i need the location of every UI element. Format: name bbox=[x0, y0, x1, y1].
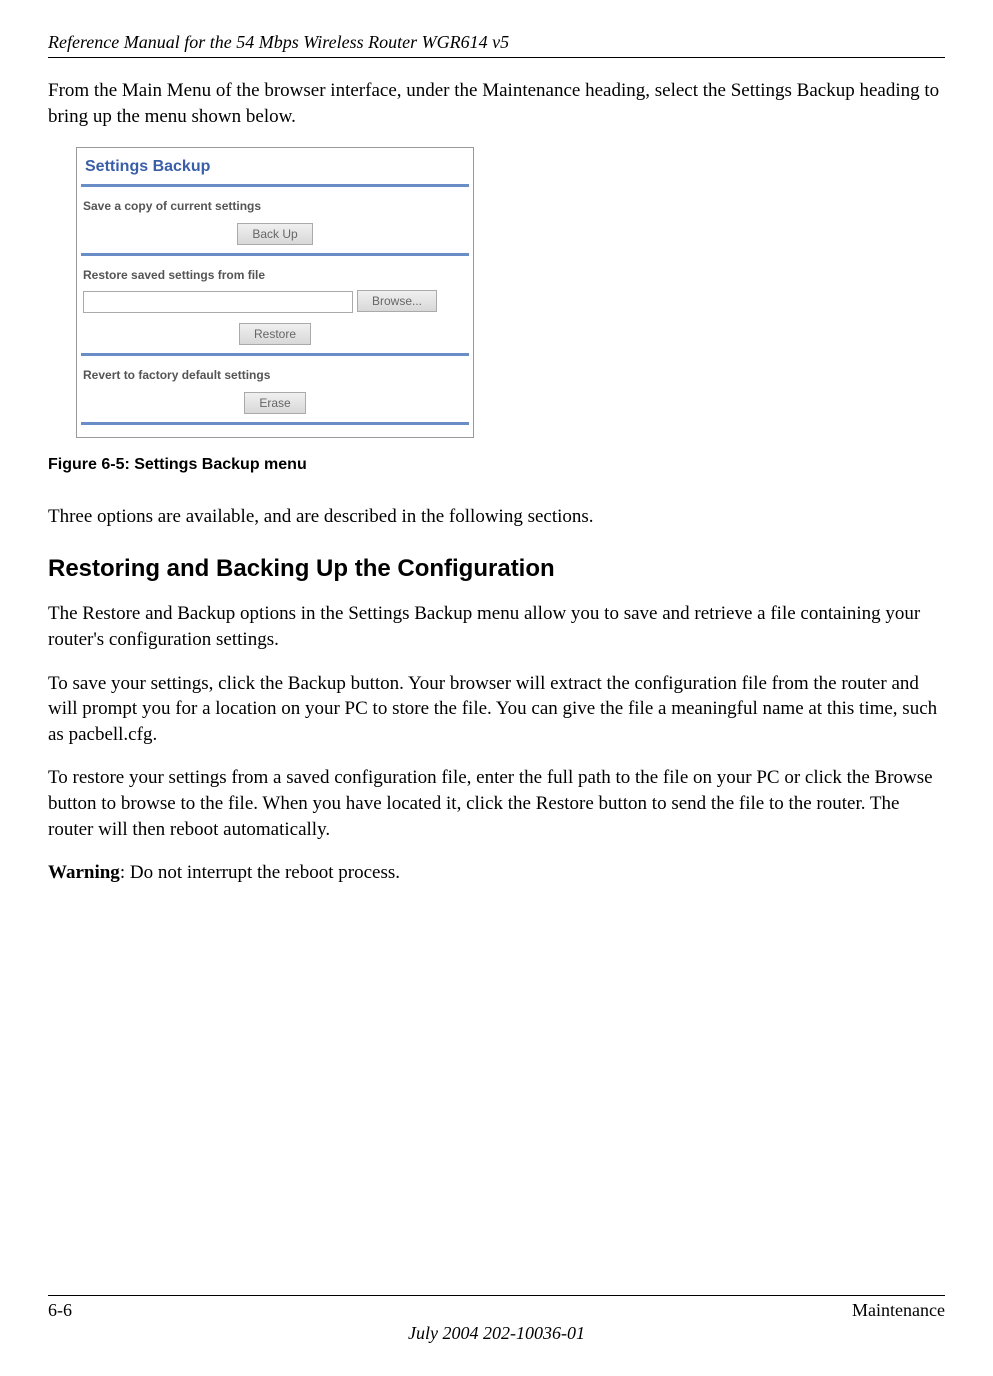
backup-button[interactable]: Back Up bbox=[237, 223, 312, 245]
header-rule bbox=[48, 57, 945, 58]
accent-line bbox=[81, 353, 469, 356]
page-number: 6-6 bbox=[48, 1300, 72, 1321]
accent-line bbox=[81, 253, 469, 256]
footer-rule bbox=[48, 1295, 945, 1296]
restore-backup-paragraph: The Restore and Backup options in the Se… bbox=[48, 601, 945, 652]
save-copy-label: Save a copy of current settings bbox=[81, 195, 469, 217]
revert-factory-label: Revert to factory default settings bbox=[81, 364, 469, 386]
options-paragraph: Three options are available, and are des… bbox=[48, 504, 945, 530]
settings-backup-screenshot: Settings Backup Save a copy of current s… bbox=[76, 147, 474, 437]
file-path-input[interactable] bbox=[83, 291, 353, 313]
intro-paragraph: From the Main Menu of the browser interf… bbox=[48, 78, 945, 129]
warning-label: Warning bbox=[48, 862, 120, 883]
footer-section: Maintenance bbox=[852, 1300, 945, 1321]
save-settings-paragraph: To save your settings, click the Backup … bbox=[48, 671, 945, 748]
doc-header-title: Reference Manual for the 54 Mbps Wireles… bbox=[48, 32, 945, 53]
accent-line bbox=[81, 184, 469, 187]
footer-date-id: July 2004 202-10036-01 bbox=[48, 1323, 945, 1344]
accent-line bbox=[81, 422, 469, 425]
restore-saved-label: Restore saved settings from file bbox=[81, 264, 469, 286]
browse-button[interactable]: Browse... bbox=[357, 290, 437, 312]
warning-text: : Do not interrupt the reboot process. bbox=[120, 862, 400, 883]
restore-settings-paragraph: To restore your settings from a saved co… bbox=[48, 765, 945, 842]
figure-caption: Figure 6-5: Settings Backup menu bbox=[48, 456, 945, 474]
section-heading: Restoring and Backing Up the Configurati… bbox=[48, 555, 945, 583]
warning-paragraph: Warning: Do not interrupt the reboot pro… bbox=[48, 860, 945, 886]
erase-button[interactable]: Erase bbox=[244, 392, 305, 414]
page-footer: 6-6 Maintenance July 2004 202-10036-01 bbox=[48, 1295, 945, 1344]
restore-button[interactable]: Restore bbox=[239, 323, 311, 345]
panel-title: Settings Backup bbox=[81, 152, 469, 182]
